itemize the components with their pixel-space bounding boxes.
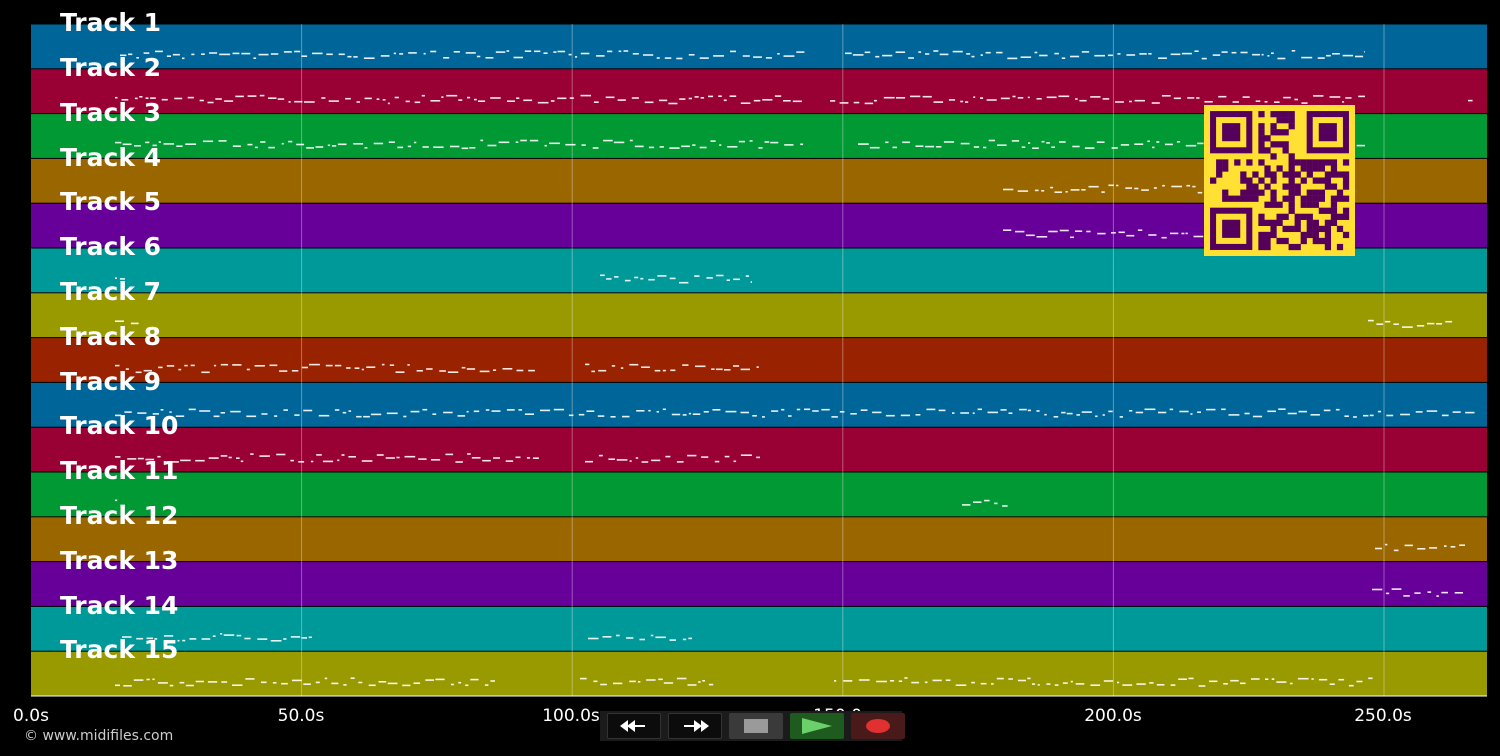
track-label-4: Track 4 [60,143,162,172]
track-label-12: Track 12 [60,501,179,530]
track-lane-14 [31,606,1487,651]
track-label-10: Track 10 [60,411,179,440]
track-lane-11 [31,472,1487,517]
transport-controls [600,711,905,741]
time-gridlines [301,24,1385,696]
fast-forward-icon [684,720,709,732]
tick-label: 0.0s [13,706,49,726]
qr-code-icon[interactable] [1204,105,1355,256]
track-label-14: Track 14 [60,591,179,620]
track-label-5: Track 5 [60,187,162,216]
track-lane-9 [31,382,1487,427]
tick-label: 50.0s [277,706,325,726]
rewind-icon [620,720,645,732]
track-label-13: Track 13 [60,546,179,575]
track-label-8: Track 8 [60,322,162,351]
track-lane-10 [31,427,1487,472]
track-label-15: Track 15 [60,635,179,664]
track-lane-8 [31,338,1487,382]
track-lane-15 [31,651,1487,696]
track-lane-13 [31,562,1487,606]
note-events [115,50,1475,687]
track-label-3: Track 3 [60,98,162,127]
track-label-6: Track 6 [60,232,162,261]
tick-label: 100.0s [542,706,600,726]
track-label-2: Track 2 [60,53,162,82]
track-label-9: Track 9 [60,367,162,396]
track-lane-7 [31,293,1487,338]
tick-label: 200.0s [1084,706,1142,726]
copyright-text: © www.midifiles.com [24,728,174,744]
stop-icon [744,719,768,733]
track-lane-12 [31,517,1487,562]
track-label-11: Track 11 [60,456,179,485]
stop-button[interactable] [729,713,783,739]
track-label-7: Track 7 [60,277,162,306]
play-icon [802,718,832,734]
record-button[interactable] [851,713,905,739]
fast-forward-button[interactable] [668,713,722,739]
track-lane-1 [31,24,1487,69]
play-button[interactable] [790,713,844,739]
rewind-button[interactable] [607,713,661,739]
track-label-1: Track 1 [60,8,162,37]
tick-label: 250.0s [1354,706,1412,726]
record-icon [866,719,890,733]
